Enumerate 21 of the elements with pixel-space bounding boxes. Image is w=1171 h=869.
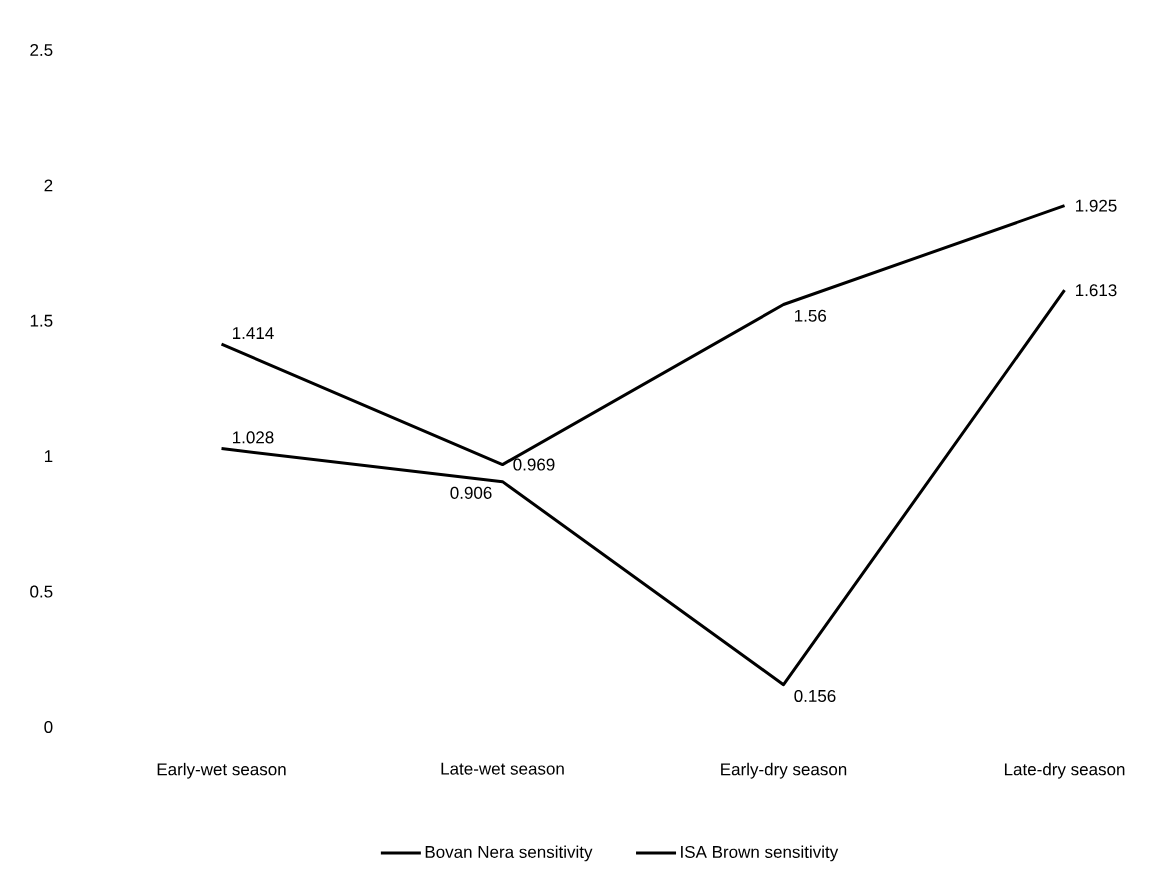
data-label: 1.613: [1076, 284, 1117, 297]
data-label: 1.028: [233, 431, 274, 444]
y-tick-label: 2: [44, 179, 53, 192]
data-label: 1.56: [795, 309, 827, 322]
y-tick-label: 1.5: [30, 314, 53, 327]
line-series: [220, 288, 1067, 687]
x-tick-label: Early-dry season: [721, 762, 847, 779]
data-label: 0.969: [513, 458, 555, 471]
y-tick-label: 0: [44, 720, 53, 734]
x-tick-label: Early-wet season: [157, 762, 286, 779]
y-tick-label: 2.5: [30, 43, 53, 57]
data-label: 0.906: [450, 486, 492, 499]
data-label: 0.156: [794, 689, 836, 702]
y-tick-label: 0.5: [30, 585, 53, 598]
x-tick-label: Late-wet season: [441, 762, 564, 775]
legend-label: ISA Brown sensitivity: [681, 845, 839, 862]
y-tick-label: 1: [44, 450, 53, 463]
x-tick-label: Late-dry season: [1004, 762, 1125, 779]
legend-label: Bovan Nera sensitivity: [425, 845, 593, 862]
data-label: 1.414: [233, 327, 274, 339]
data-label: 1.925: [1076, 199, 1117, 212]
